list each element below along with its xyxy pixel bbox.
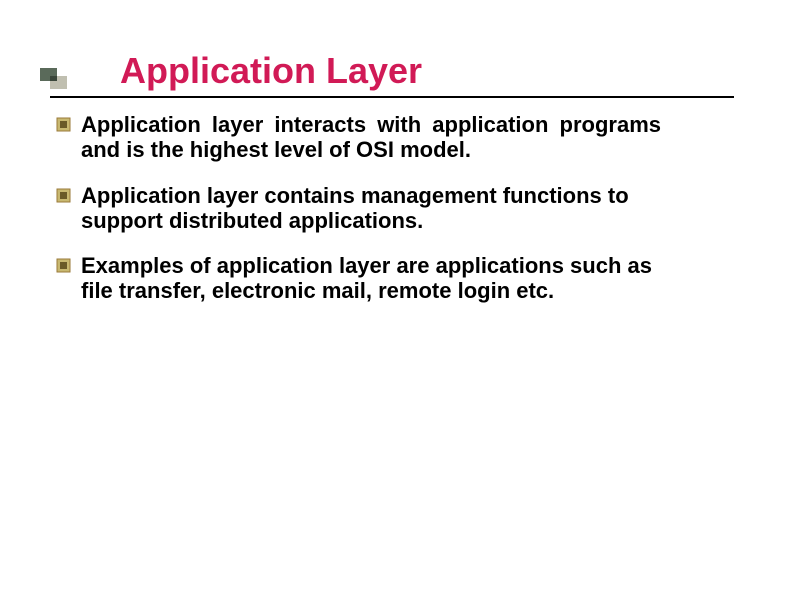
bullet-text: Application layer interacts with applica… xyxy=(81,112,661,163)
slide: Application Layer Application layer inte… xyxy=(0,0,794,304)
diamond-icon xyxy=(56,117,71,132)
list-item: Application layer interacts with applica… xyxy=(56,112,661,163)
list-item: Examples of application layer are applic… xyxy=(56,253,661,304)
diamond-icon xyxy=(56,188,71,203)
bullet-list: Application layer interacts with applica… xyxy=(50,112,734,304)
list-item: Application layer contains management fu… xyxy=(56,183,661,234)
slide-title: Application Layer xyxy=(120,50,422,92)
title-bullet-icon xyxy=(40,68,70,90)
bullet-text: Examples of application layer are applic… xyxy=(81,253,661,304)
bullet-text: Application layer contains management fu… xyxy=(81,183,661,234)
diamond-icon xyxy=(56,258,71,273)
title-underline xyxy=(50,96,734,98)
title-row: Application Layer xyxy=(50,50,734,92)
